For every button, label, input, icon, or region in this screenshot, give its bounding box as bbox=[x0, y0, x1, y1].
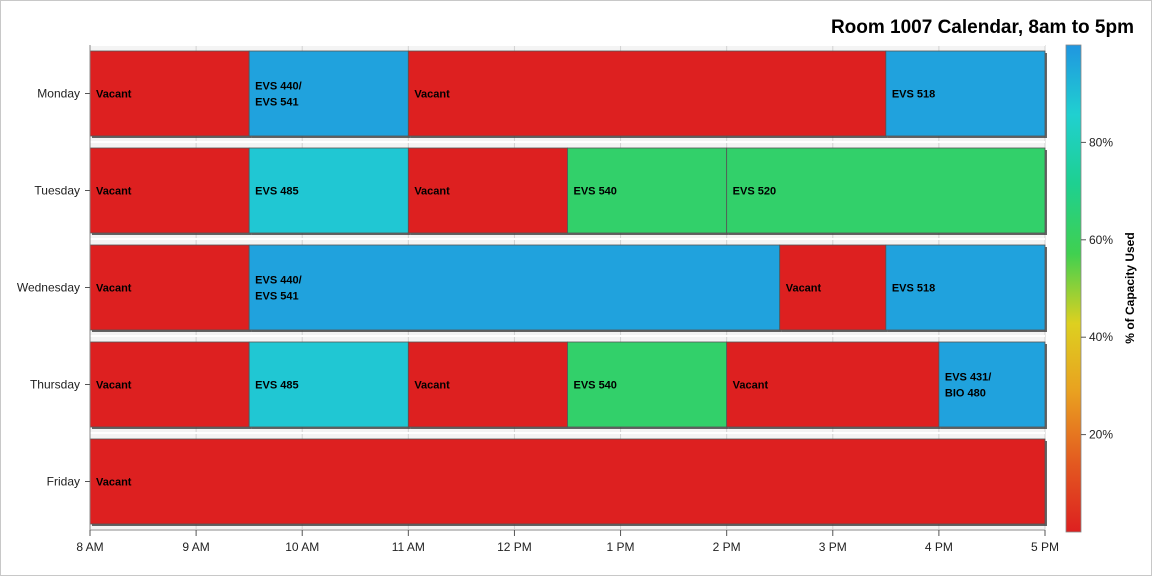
y-tick-label: Tuesday bbox=[34, 184, 80, 198]
bar-thursday-4: Vacant bbox=[726, 341, 941, 429]
bar bbox=[248, 50, 409, 137]
bar-monday-2: Vacant bbox=[407, 50, 888, 138]
bar bbox=[248, 244, 781, 331]
bar bbox=[726, 341, 940, 428]
bar-label: EVS 485 bbox=[255, 186, 298, 198]
bar bbox=[407, 50, 887, 137]
bar-tuesday-3: EVS 540 bbox=[567, 147, 729, 235]
colorbar-title: % of Capacity Used bbox=[1123, 232, 1137, 343]
bar-label: EVS 540 bbox=[574, 186, 617, 198]
colorbar-tick-label: 40% bbox=[1089, 330, 1113, 344]
bar-thursday-1: EVS 485 bbox=[248, 341, 411, 429]
bar-label: Vacant bbox=[96, 380, 132, 392]
bar-wednesday-2: Vacant bbox=[779, 244, 888, 332]
x-tick-label: 12 PM bbox=[497, 540, 532, 554]
bar-label: Vacant bbox=[414, 89, 450, 101]
bar bbox=[89, 50, 250, 137]
x-tick-label: 11 AM bbox=[392, 540, 425, 554]
colorbar-gradient bbox=[1065, 44, 1082, 533]
bar-monday-0: Vacant bbox=[89, 50, 252, 138]
bar bbox=[248, 147, 409, 234]
bar-label: EVS 431/ bbox=[945, 372, 991, 384]
bar-thursday-2: Vacant bbox=[407, 341, 570, 429]
bar-friday-0: Vacant bbox=[89, 438, 1047, 526]
y-tick-label: Friday bbox=[47, 475, 80, 489]
bar-label: Vacant bbox=[786, 283, 822, 295]
bar-tuesday-4: EVS 520 bbox=[726, 147, 1047, 235]
bar-label: Vacant bbox=[414, 186, 450, 198]
bar-wednesday-3: EVS 518 bbox=[885, 244, 1047, 332]
bar bbox=[407, 147, 568, 234]
bar-label: EVS 485 bbox=[255, 380, 298, 392]
bar-thursday-3: EVS 540 bbox=[567, 341, 729, 429]
y-tick-label: Thursday bbox=[30, 378, 80, 392]
bar-label: EVS 541 bbox=[255, 97, 298, 109]
bar-tuesday-1: EVS 485 bbox=[248, 147, 411, 235]
chart-title: Room 1007 Calendar, 8am to 5pm bbox=[831, 17, 1134, 38]
x-tick-label: 5 PM bbox=[1031, 540, 1059, 554]
bar bbox=[567, 341, 728, 428]
x-axis: 8 AM 9 AM 10 AM 11 AM 12 PM 1 PM 2 PM 3 PM 4 PM 5… bbox=[76, 529, 1059, 554]
bar-label: Vacant bbox=[733, 380, 769, 392]
colorbar-tick-label: 80% bbox=[1089, 135, 1113, 149]
colorbar-tick-label: 60% bbox=[1089, 233, 1113, 247]
bar-label: EVS 540 bbox=[574, 380, 617, 392]
x-tick-label: 9 AM bbox=[182, 540, 209, 554]
bar-monday-3: EVS 518 bbox=[885, 50, 1047, 138]
y-tick-label: Monday bbox=[37, 87, 80, 101]
bar-label: EVS 518 bbox=[892, 283, 935, 295]
bar bbox=[885, 244, 1046, 331]
y-tick-label: Wednesday bbox=[17, 281, 80, 295]
bar-wednesday-1: EVS 440/EVS 541 bbox=[248, 244, 782, 332]
colorbar-legend: 20% 40% 60% 80% % of Capacity Used bbox=[1065, 44, 1137, 533]
bar-label: Vacant bbox=[96, 186, 132, 198]
bar-label: Vacant bbox=[96, 89, 132, 101]
bar bbox=[726, 147, 1046, 234]
bar-label: Vacant bbox=[96, 477, 132, 489]
bar bbox=[248, 341, 409, 428]
bar-thursday-0: Vacant bbox=[89, 341, 252, 429]
bar-thursday-5: EVS 431/BIO 480 bbox=[938, 341, 1047, 429]
bar-label: EVS 541 bbox=[255, 291, 298, 303]
y-axis: Monday Tuesday Wednesday Thursday Friday bbox=[17, 45, 91, 530]
bar-label: EVS 518 bbox=[892, 89, 935, 101]
bar bbox=[938, 341, 1046, 428]
bar-label: EVS 440/ bbox=[255, 81, 301, 93]
bar-label: EVS 520 bbox=[733, 186, 776, 198]
x-tick-label: 2 PM bbox=[713, 540, 741, 554]
bar bbox=[89, 438, 1046, 525]
bar bbox=[89, 244, 250, 331]
bar bbox=[779, 244, 887, 331]
bar-tuesday-0: Vacant bbox=[89, 147, 252, 235]
bar-wednesday-0: Vacant bbox=[89, 244, 252, 332]
bar-label: EVS 440/ bbox=[255, 275, 301, 287]
bar bbox=[89, 341, 250, 428]
bar bbox=[885, 50, 1046, 137]
bar-label: Vacant bbox=[414, 380, 450, 392]
colorbar-tick-label: 20% bbox=[1089, 428, 1113, 442]
x-tick-label: 3 PM bbox=[819, 540, 847, 554]
x-tick-label: 10 AM bbox=[285, 540, 319, 554]
bar-monday-1: EVS 440/EVS 541 bbox=[248, 50, 411, 138]
x-tick-label: 8 AM bbox=[76, 540, 103, 554]
bar bbox=[89, 147, 250, 234]
bar-label: BIO 480 bbox=[945, 388, 986, 400]
x-tick-label: 1 PM bbox=[607, 540, 635, 554]
x-tick-label: 4 PM bbox=[925, 540, 953, 554]
bar-tuesday-2: Vacant bbox=[407, 147, 570, 235]
bar-label: Vacant bbox=[96, 283, 132, 295]
bar bbox=[407, 341, 568, 428]
